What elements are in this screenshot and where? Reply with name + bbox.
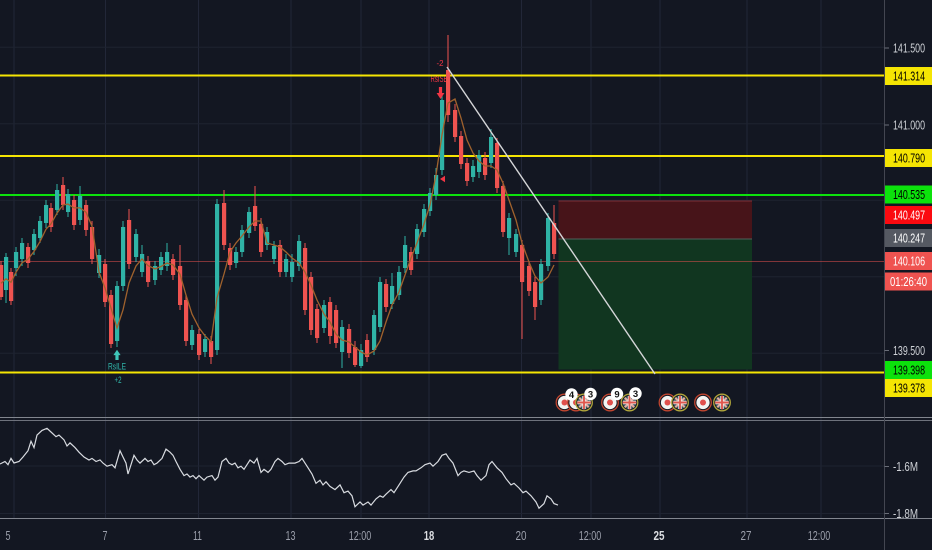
- svg-text:139.500: 139.500: [893, 343, 925, 358]
- svg-text:12:00: 12:00: [349, 528, 372, 543]
- svg-text:140.247: 140.247: [893, 231, 925, 246]
- svg-text:-1.6M: -1.6M: [893, 459, 918, 474]
- svg-text:01:26:40: 01:26:40: [890, 274, 927, 289]
- svg-text:140.497: 140.497: [893, 208, 925, 223]
- svg-text:141.000: 141.000: [893, 118, 925, 133]
- svg-text:140.106: 140.106: [893, 254, 925, 269]
- svg-text:139.378: 139.378: [893, 381, 925, 396]
- svg-text:-1.8M: -1.8M: [893, 506, 918, 521]
- svg-text:7: 7: [103, 528, 108, 543]
- svg-text:13: 13: [286, 528, 296, 543]
- svg-text:RsISE: RsISE: [431, 74, 448, 85]
- svg-text:20: 20: [516, 528, 527, 543]
- svg-text:+2: +2: [115, 375, 122, 386]
- svg-text:12:00: 12:00: [808, 528, 831, 543]
- svg-text:3: 3: [588, 390, 593, 401]
- svg-text:139.398: 139.398: [893, 363, 925, 378]
- svg-text:140.535: 140.535: [893, 187, 925, 202]
- svg-text:140.790: 140.790: [893, 151, 925, 166]
- svg-text:-2: -2: [437, 58, 444, 68]
- svg-text:11: 11: [193, 528, 202, 543]
- svg-text:RsILE: RsILE: [108, 362, 126, 373]
- svg-text:141.314: 141.314: [893, 69, 925, 84]
- svg-text:18: 18: [424, 528, 435, 543]
- svg-text:9: 9: [614, 390, 619, 401]
- svg-text:5: 5: [6, 528, 11, 543]
- svg-text:4: 4: [569, 390, 575, 401]
- svg-text:27: 27: [741, 528, 752, 543]
- svg-text:25: 25: [654, 528, 665, 543]
- svg-text:141.500: 141.500: [893, 41, 925, 56]
- svg-text:3: 3: [633, 389, 638, 400]
- svg-text:12:00: 12:00: [579, 528, 602, 543]
